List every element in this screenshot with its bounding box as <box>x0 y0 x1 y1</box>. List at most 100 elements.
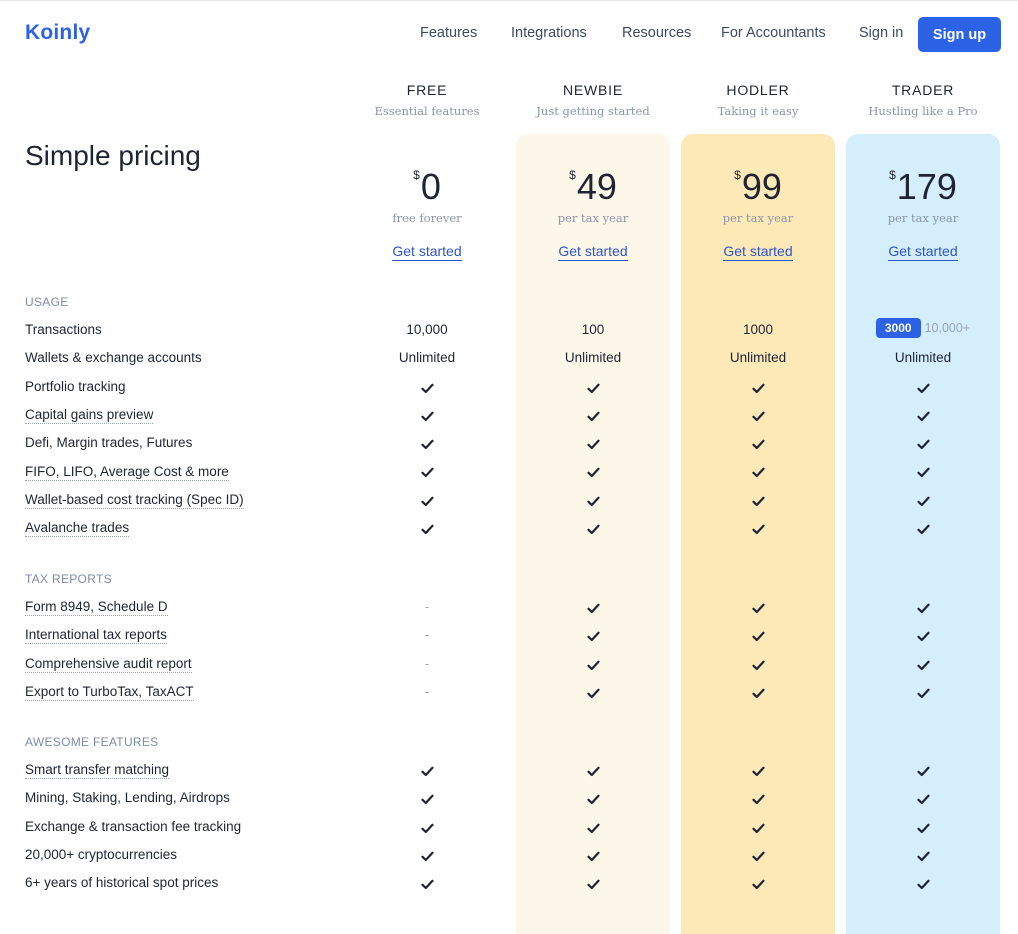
feature-cell <box>681 436 835 451</box>
feature-label-text: Portfolio tracking <box>25 378 126 394</box>
feature-label: Wallets & exchange accounts <box>25 350 202 365</box>
check-icon <box>420 823 434 833</box>
feature-cell: Unlimited <box>516 350 670 365</box>
check-icon <box>916 524 930 535</box>
plan-name-newbie: NEWBIE <box>562 82 624 98</box>
check-icon <box>751 660 765 670</box>
period-trader: per tax year <box>887 211 959 225</box>
feature-cell: - <box>350 599 504 614</box>
plan-subtitle-free: Essential features <box>374 104 480 118</box>
feature-cell <box>516 820 670 835</box>
price-hodler: $99 <box>681 166 835 208</box>
get-started-free-link[interactable]: Get started <box>392 243 462 261</box>
feature-cell <box>516 791 670 806</box>
transaction-limit-option[interactable]: 10,000+ <box>924 321 971 335</box>
feature-label[interactable]: Wallet-based cost tracking (Spec ID) <box>25 491 244 509</box>
feature-cell <box>681 493 835 508</box>
get-started-newbie-link[interactable]: Get started <box>558 243 628 261</box>
check-icon <box>586 411 600 421</box>
feature-label-text: Wallet-based cost tracking (Spec ID) <box>25 491 244 509</box>
feature-cell <box>516 493 670 508</box>
feature-label[interactable]: Comprehensive audit report <box>25 655 192 673</box>
nav-integrations[interactable]: Integrations <box>511 25 587 41</box>
feature-label[interactable]: Export to TurboTax, TaxACT <box>25 683 194 701</box>
feature-value: 10,000 <box>406 322 448 337</box>
feature-label-text: Transactions <box>25 322 102 337</box>
check-icon <box>916 496 930 506</box>
feature-cell <box>516 848 670 863</box>
feature-cell <box>846 848 1000 863</box>
check-icon <box>751 439 765 450</box>
get-started-hodler-wrap: Get started <box>681 243 835 261</box>
check-icon <box>916 766 930 777</box>
feature-cell <box>516 763 670 778</box>
feature-cell <box>681 657 835 672</box>
feature-cell <box>516 436 670 451</box>
feature-cell <box>681 848 835 863</box>
sign-up-button[interactable]: Sign up <box>918 17 1001 52</box>
feature-label[interactable]: Avalanche trades <box>25 520 130 538</box>
feature-cell <box>846 493 1000 508</box>
check-icon <box>916 823 930 833</box>
check-icon <box>916 631 930 642</box>
section-title: USAGE <box>25 295 69 309</box>
transaction-limit-badge[interactable]: 3000 <box>875 318 921 338</box>
get-started-hodler-link[interactable]: Get started <box>723 243 793 261</box>
feature-label[interactable]: Form 8949, Schedule D <box>25 599 168 616</box>
check-icon <box>916 660 930 670</box>
check-icon <box>751 688 765 698</box>
price-newbie: $49 <box>516 166 670 208</box>
check-icon <box>586 383 600 393</box>
feature-label: 20,000+ cryptocurrencies <box>25 847 177 862</box>
section-title: TAX REPORTS <box>25 572 112 586</box>
check-icon <box>751 823 765 833</box>
nav-resources[interactable]: Resources <box>622 25 692 41</box>
feature-cell <box>350 436 504 451</box>
feature-cell <box>350 380 504 395</box>
check-icon <box>751 766 765 777</box>
check-icon <box>586 631 600 642</box>
check-icon <box>586 660 600 670</box>
check-icon <box>420 879 434 890</box>
koinly-logo[interactable]: Koinly <box>25 21 91 44</box>
check-icon <box>586 823 600 833</box>
not-included-dash: - <box>424 683 430 699</box>
feature-cell <box>350 820 504 835</box>
price-trader: $179 <box>846 166 1000 208</box>
price-free: $0 <box>350 166 504 208</box>
nav-for-accountants[interactable]: For Accountants <box>721 25 826 41</box>
feature-label-text: Export to TurboTax, TaxACT <box>25 683 194 701</box>
nav-features[interactable]: Features <box>420 25 478 41</box>
feature-label-text: Avalanche trades <box>25 520 130 538</box>
feature-label[interactable]: International tax reports <box>25 627 167 645</box>
get-started-trader-link[interactable]: Get started <box>888 243 958 261</box>
plan-name-hodler: HODLER <box>726 82 790 98</box>
feature-value: Unlimited <box>398 350 456 366</box>
feature-label-text: 20,000+ cryptocurrencies <box>25 846 177 862</box>
feature-label[interactable]: FIFO, LIFO, Average Cost & more <box>25 463 229 481</box>
check-icon <box>420 766 434 777</box>
price-value: 0 <box>420 166 441 207</box>
period-hodler: per tax year <box>722 211 794 225</box>
get-started-trader-wrap: Get started <box>846 243 1000 261</box>
feature-cell <box>681 763 835 778</box>
feature-cell <box>516 465 670 480</box>
feature-cell: 1000 <box>681 322 835 337</box>
check-icon <box>586 794 600 805</box>
check-icon <box>420 524 434 535</box>
feature-label[interactable]: Capital gains preview <box>25 406 154 424</box>
feature-label-text: Wallets & exchange accounts <box>25 350 202 366</box>
feature-cell <box>516 521 670 536</box>
feature-label-text: Defi, Margin trades, Futures <box>25 435 193 451</box>
feature-label-text: Exchange & transaction fee tracking <box>25 818 242 834</box>
check-icon <box>916 794 930 805</box>
sign-in-link[interactable]: Sign in <box>859 25 904 41</box>
check-icon <box>586 603 600 614</box>
currency-symbol: $ <box>569 168 576 182</box>
check-icon <box>586 688 600 698</box>
check-icon <box>751 631 765 642</box>
feature-cell <box>846 521 1000 536</box>
feature-cell <box>350 763 504 778</box>
feature-label[interactable]: Smart transfer matching <box>25 762 170 779</box>
check-icon <box>420 439 434 450</box>
